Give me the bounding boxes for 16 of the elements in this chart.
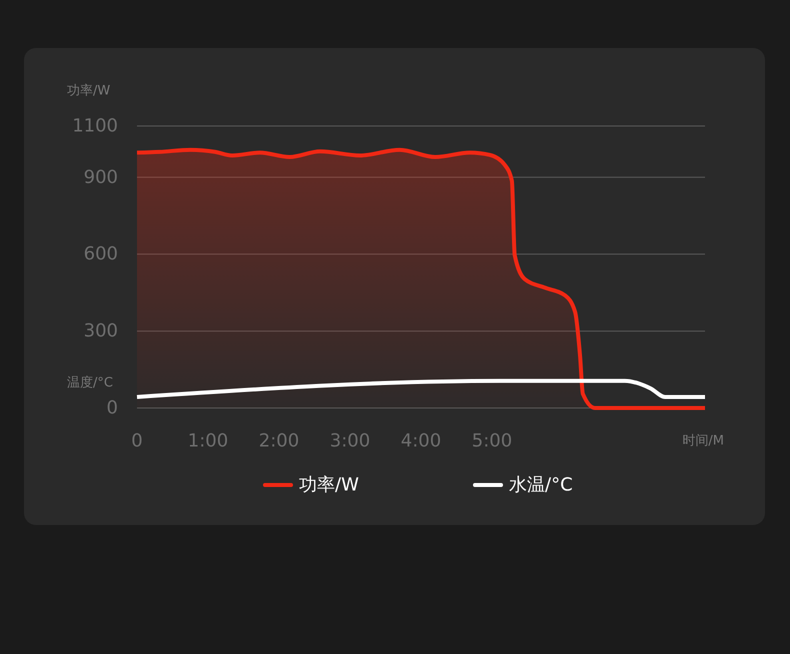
legend-label: 水温/°C: [509, 474, 573, 496]
x-tick-label: 0: [131, 430, 143, 452]
x-axis-title: 时间/M: [682, 434, 724, 448]
x-tick-label: 5:00: [472, 430, 512, 452]
legend-label: 功率/W: [299, 474, 360, 496]
y-tick-label: 1100: [72, 116, 118, 136]
y-axis-title: 功率/W: [67, 82, 110, 98]
text: 温度/°C: [67, 374, 113, 390]
x-tick-label: 1:00: [188, 430, 228, 452]
x-tick-label: 3:00: [330, 430, 370, 452]
y-tick-label: 900: [84, 166, 118, 188]
y-tick-label: 600: [84, 244, 118, 265]
x-tick-label: 4:00: [400, 430, 442, 452]
y-tick-label: 300: [84, 320, 118, 342]
y-tick-label: 0: [106, 398, 118, 418]
x-tick-label: 2:00: [258, 430, 300, 452]
